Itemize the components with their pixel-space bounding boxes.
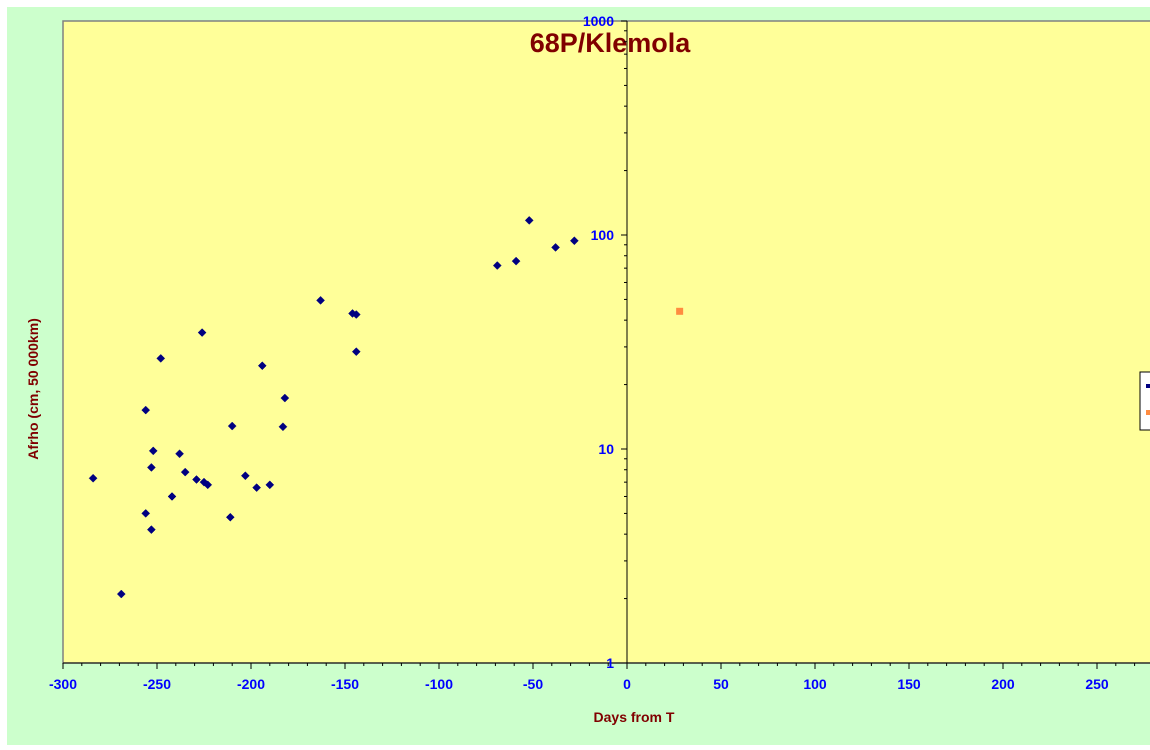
x-tick-label: 100 <box>803 676 827 692</box>
x-tick-label: 250 <box>1085 676 1109 692</box>
data-point-series-1 <box>192 475 201 484</box>
x-tick-label: -100 <box>425 676 453 692</box>
x-tick-label: 200 <box>991 676 1015 692</box>
plot-area <box>62 20 1150 664</box>
legend-marker-series-1 <box>1146 384 1150 388</box>
y-tick-label: 1000 <box>583 13 614 29</box>
data-point-series-1 <box>241 471 250 481</box>
data-point-series-1 <box>280 393 290 403</box>
x-ticks: -300 -250 -200 -150 -100 -50 0 50 100 150 200 250 <box>49 663 1136 692</box>
x-tick-label: -250 <box>143 676 171 692</box>
legend-marker-series-2 <box>1146 410 1150 415</box>
data-point-series-1 <box>524 216 534 225</box>
data-point-series-1 <box>147 463 156 472</box>
x-tick-label: 150 <box>897 676 921 692</box>
data-point-series-1 <box>227 421 237 431</box>
data-point-series-1 <box>225 512 235 522</box>
axes <box>63 21 1150 664</box>
data-point-series-1 <box>351 310 361 319</box>
y-tick-label: 100 <box>591 227 615 243</box>
y-tick-label: 10 <box>598 441 614 457</box>
data-point-series-2 <box>676 307 684 315</box>
x-axis-label: Days from T <box>594 709 675 725</box>
data-point-series-1 <box>316 296 325 305</box>
data-point-series-1 <box>156 354 166 363</box>
data-point-series-1 <box>265 480 275 490</box>
data-points <box>88 216 684 599</box>
legend <box>1139 371 1150 431</box>
data-point-series-1 <box>147 525 156 534</box>
data-point-series-1 <box>141 405 151 415</box>
x-tick-label: -200 <box>237 676 265 692</box>
data-point-series-1 <box>141 509 151 518</box>
chart-title: 68P/Klemola <box>530 28 692 58</box>
x-tick-label: -50 <box>523 676 543 692</box>
data-point-series-1 <box>551 243 560 252</box>
data-point-series-1 <box>492 261 502 270</box>
data-point-series-1 <box>180 467 190 477</box>
x-tick-label: -300 <box>49 676 77 692</box>
data-point-series-1 <box>203 480 213 490</box>
data-point-series-1 <box>252 483 261 492</box>
data-point-series-1 <box>278 422 288 432</box>
data-point-series-1 <box>197 328 207 337</box>
x-tick-label: -150 <box>331 676 359 692</box>
data-point-series-1 <box>88 473 98 483</box>
data-point-series-1 <box>511 256 521 266</box>
data-point-series-1 <box>167 492 177 501</box>
data-point-series-1 <box>116 589 126 599</box>
y-axis-label: Afrho (cm, 50 000km) <box>25 318 41 460</box>
y-ticks: 1 10 100 1000 <box>583 13 627 671</box>
legend-box <box>1139 371 1150 431</box>
data-point-series-1 <box>351 347 361 357</box>
x-tick-label: 0 <box>623 676 631 692</box>
y-tick-label: 1 <box>606 655 614 671</box>
data-point-series-1 <box>148 446 158 456</box>
data-point-series-1 <box>570 236 579 246</box>
data-point-series-1 <box>175 449 184 459</box>
x-tick-label: 50 <box>713 676 729 692</box>
data-point-series-1 <box>257 361 267 371</box>
